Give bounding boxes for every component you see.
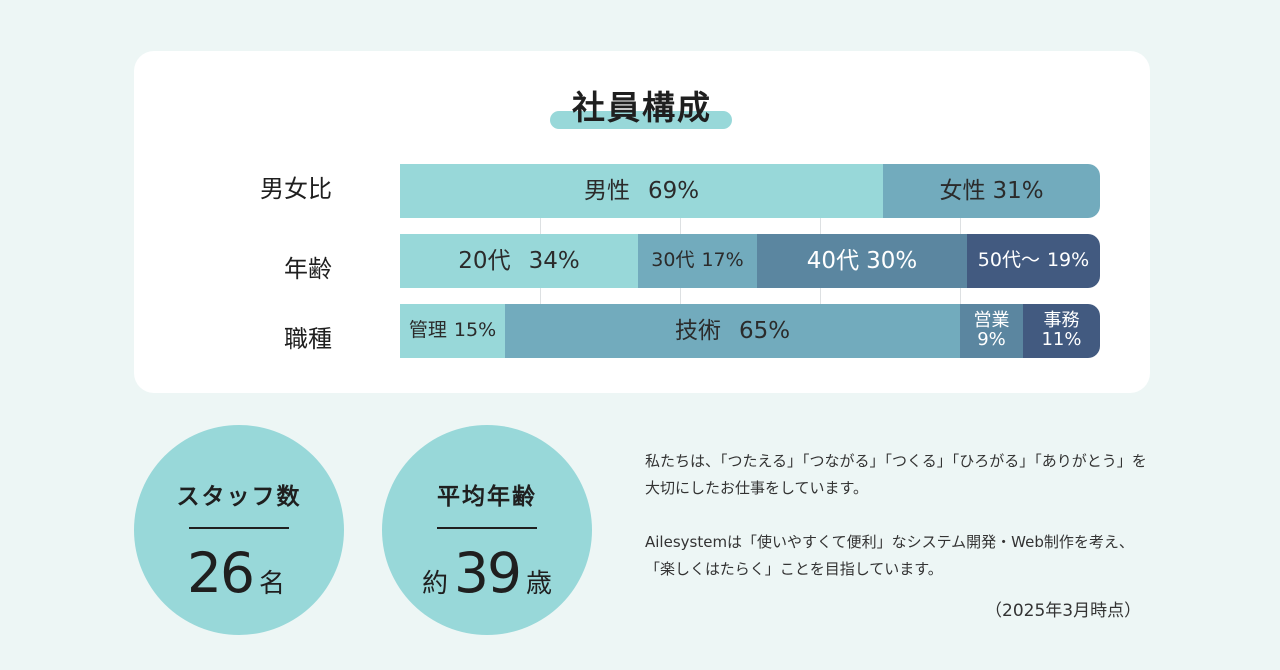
row-label-job: 職種 [284,325,332,353]
segment-label: 技術 [674,317,721,344]
stacked-bar-row: 20代 34% 30代 17% 40代 30% 50代～ 19% [400,234,1100,288]
segment-label: 40代 [806,247,860,274]
bar-segment: 事務 11% [1023,304,1100,358]
bar-segment: 営業 9% [960,304,1023,358]
as-of-note: （2025年3月時点） [985,601,1142,621]
chart-title: 社員構成 [572,88,712,127]
bar-segment: 技術 65% [505,304,960,358]
row-label-age: 年齢 [284,255,332,283]
segment-percent: 31% [992,177,1044,204]
segment-label: 事務 [1043,310,1080,332]
company-description: 私たちは、「つたえる」「つながる」「つくる」「ひろがる」「ありがとう」を大切にし… [645,448,1155,610]
row-label-gender: 男女比 [260,175,332,203]
segment-percent: 69% [647,177,700,204]
average-age-prefix: 約 [421,569,448,599]
segment-percent: 17% [701,249,744,272]
description-paragraph: Ailesystemは「使いやすくて便利」なシステム開発・Web制作を考え、「楽… [645,533,1134,578]
segment-label: 女性 [939,177,986,204]
divider [189,527,289,529]
segment-label: 30代 [651,249,695,272]
bar-segment: 40代 30% [757,234,967,288]
average-age-badge: 平均年齢 約 39 歳 [382,425,592,635]
title-highlight [550,111,732,129]
staff-count-unit: 名 [258,569,285,599]
segment-label: 営業 [973,310,1010,332]
composition-card: 社員構成 男女比 年齢 職種 男性 69% 女性 31% 20代 34% 30代 17% 40代… [134,51,1150,393]
stacked-bar-row: 男性 69% 女性 31% [400,164,1100,218]
bar-segment: 30代 17% [638,234,757,288]
divider [437,527,537,529]
segment-percent: 34% [528,247,580,274]
segment-percent: 65% [738,317,791,344]
average-age-unit: 歳 [526,569,553,599]
segment-percent: 30% [866,247,918,274]
bar-segment: 50代～ 19% [967,234,1100,288]
segment-percent: 19% [1046,249,1090,272]
staff-count-label: スタッフ数 [176,484,302,510]
segment-percent: 11% [1041,329,1082,350]
staff-count-badge: スタッフ数 26 名 [134,425,344,635]
staff-count-value: 26 [186,541,255,605]
segment-percent: 9% [977,329,1006,350]
stacked-bar-row: 管理 15% 技術 65% 営業 9% 事務 11% [400,304,1100,358]
bar-segment: 20代 34% [400,234,638,288]
bar-segment: 女性 31% [883,164,1100,218]
bar-segment: 男性 69% [400,164,883,218]
segment-percent: 15% [453,319,497,342]
segment-label: 管理 [408,319,447,342]
stacked-bar-chart: 男性 69% 女性 31% 20代 34% 30代 17% 40代 30% 50代～ 19% 管理 15%… [400,164,1100,358]
segment-label: 男性 [583,177,630,204]
bar-segment: 管理 15% [400,304,505,358]
average-age-label: 平均年齢 [437,484,537,510]
description-paragraph: 私たちは、「つたえる」「つながる」「つくる」「ひろがる」「ありがとう」を大切にし… [645,452,1147,497]
segment-label: 20代 [458,247,511,274]
segment-label: 50代～ [977,249,1040,272]
average-age-value: 39 [454,541,522,605]
